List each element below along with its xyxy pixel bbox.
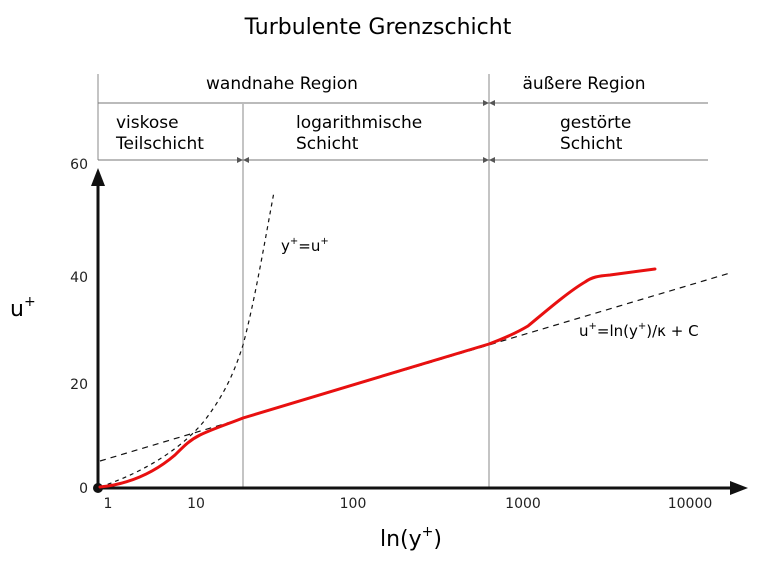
linear-law-label-a-sup: + <box>290 236 298 247</box>
region-inner-label: wandnahe Region <box>206 74 358 94</box>
linear-law-label: y+=u+ <box>281 236 329 255</box>
viscous-sublayer-label-1: viskose <box>116 113 179 133</box>
log-law-label-rest: )/κ + C <box>646 322 698 340</box>
y-tick-20: 20 <box>70 377 88 393</box>
y-tick-40: 40 <box>70 270 88 286</box>
x-tick-10000: 10000 <box>668 496 713 512</box>
y-tick-0: 0 <box>79 481 88 497</box>
x-tick-100: 100 <box>340 496 367 512</box>
log-law-label: u+=ln(y+)/κ + C <box>579 321 699 340</box>
y-tick-60: 60 <box>70 157 88 173</box>
log-layer-label-1: logarithmische <box>296 113 422 133</box>
region-outer-label: äußere Region <box>522 74 645 94</box>
region-arrowheads <box>237 100 495 163</box>
x-tick-10: 10 <box>187 496 205 512</box>
linear-law-label-a: y <box>281 237 290 255</box>
x-tick-1: 1 <box>104 496 113 512</box>
log-law-label-a: u <box>579 322 589 340</box>
linear-law-label-b-sup: + <box>320 236 328 247</box>
log-law-label-b-sup: + <box>638 321 646 332</box>
y-axis-arrow <box>91 168 105 186</box>
y-axis-label: u+ <box>10 294 36 322</box>
log-layer-label-2: Schicht <box>296 134 359 154</box>
linear-law-curve <box>99 191 275 488</box>
y-axis-label-sup: + <box>24 294 36 310</box>
x-axis-label: ln(y+) <box>380 524 442 552</box>
wake-layer-label-2: Schicht <box>560 134 623 154</box>
x-axis-label-pre: ln(y <box>380 527 422 552</box>
viscous-sublayer-label-2: Teilschicht <box>115 134 204 154</box>
x-axis-arrow <box>730 481 748 495</box>
y-axis-label-base: u <box>10 297 24 322</box>
x-tick-1000: 1000 <box>505 496 541 512</box>
wake-layer-label-1: gestörte <box>560 113 631 133</box>
linear-law-label-eq: =u <box>298 237 320 255</box>
x-axis-label-sup: + <box>422 524 434 540</box>
log-law-label-eq: =ln(y <box>597 322 638 340</box>
diagram-title: Turbulente Grenzschicht <box>244 15 512 40</box>
x-axis-label-post: ) <box>433 527 442 552</box>
velocity-profile-curve <box>98 267 657 489</box>
log-law-label-a-sup: + <box>589 321 597 332</box>
